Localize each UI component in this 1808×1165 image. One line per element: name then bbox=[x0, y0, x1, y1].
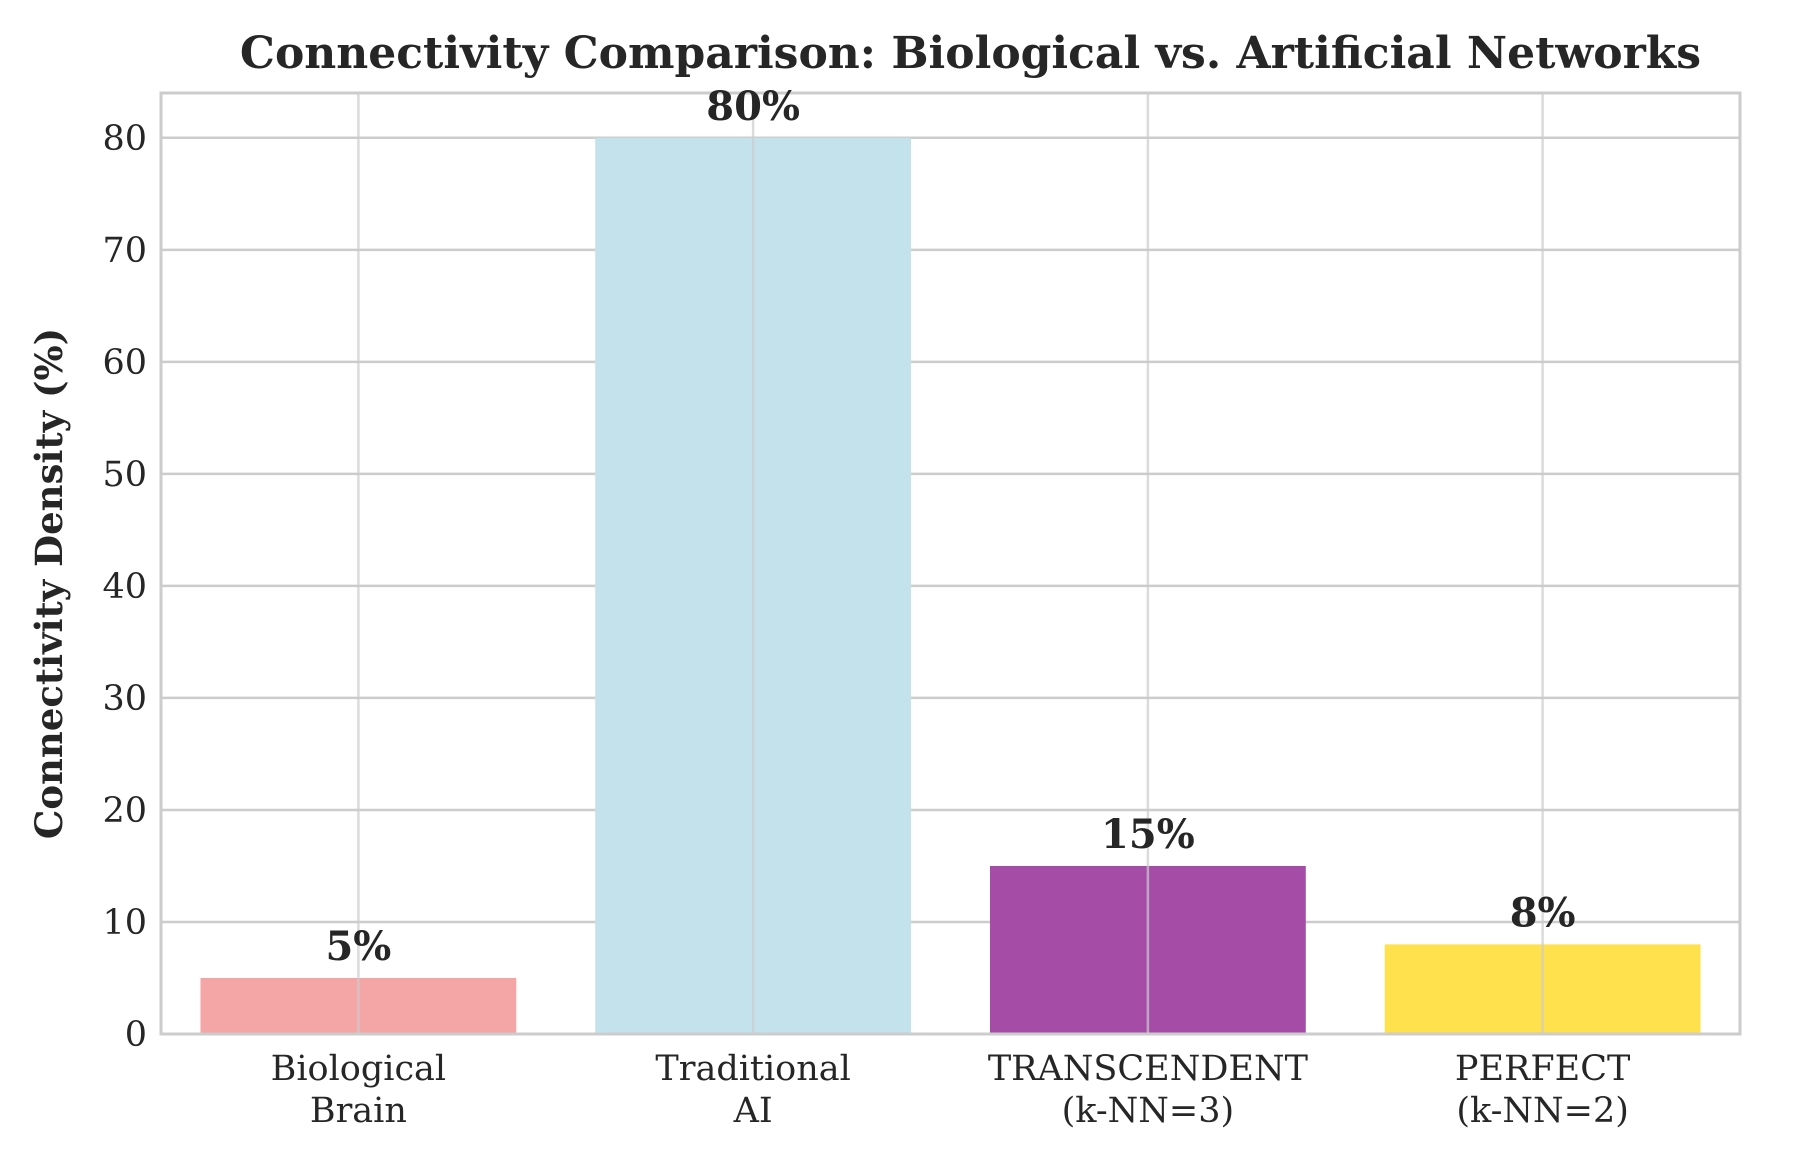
data-labels: 5% 80% 15% 8% bbox=[325, 83, 1575, 970]
chart-title: Connectivity Comparison: Biological vs. … bbox=[240, 28, 1701, 79]
data-label: 15% bbox=[1101, 811, 1195, 858]
y-tick-label: 20 bbox=[102, 791, 147, 831]
y-tick-labels: 0 10 20 30 40 50 60 70 80 bbox=[102, 119, 147, 1055]
y-axis-label: Connectivity Density (%) bbox=[27, 328, 71, 839]
x-tick-label: Biological Brain bbox=[271, 1049, 447, 1131]
x-tick-label: TRANSCENDENT (k-NN=3) bbox=[988, 1049, 1308, 1131]
y-tick-label: 60 bbox=[102, 343, 147, 383]
y-tick-label: 40 bbox=[102, 567, 147, 607]
plot-frame bbox=[159, 91, 1742, 1036]
grid-lines bbox=[161, 136, 1740, 1036]
y-tick-label: 0 bbox=[125, 1015, 147, 1055]
data-label: 80% bbox=[706, 83, 800, 130]
data-label: 5% bbox=[325, 923, 391, 970]
y-tick-label: 50 bbox=[102, 455, 147, 495]
x-tick-label: Traditional AI bbox=[655, 1049, 850, 1131]
vertical-grid-lines bbox=[357, 93, 1544, 1034]
x-tick-labels: Biological Brain Traditional AI TRANSCENDENT… bbox=[271, 1049, 1631, 1131]
y-tick-label: 30 bbox=[102, 679, 147, 719]
y-tick-label: 80 bbox=[102, 119, 147, 159]
y-tick-label: 10 bbox=[102, 903, 147, 943]
x-tick-label: PERFECT (k-NN=2) bbox=[1455, 1049, 1630, 1131]
y-tick-label: 70 bbox=[102, 231, 147, 271]
data-label: 8% bbox=[1510, 889, 1576, 936]
